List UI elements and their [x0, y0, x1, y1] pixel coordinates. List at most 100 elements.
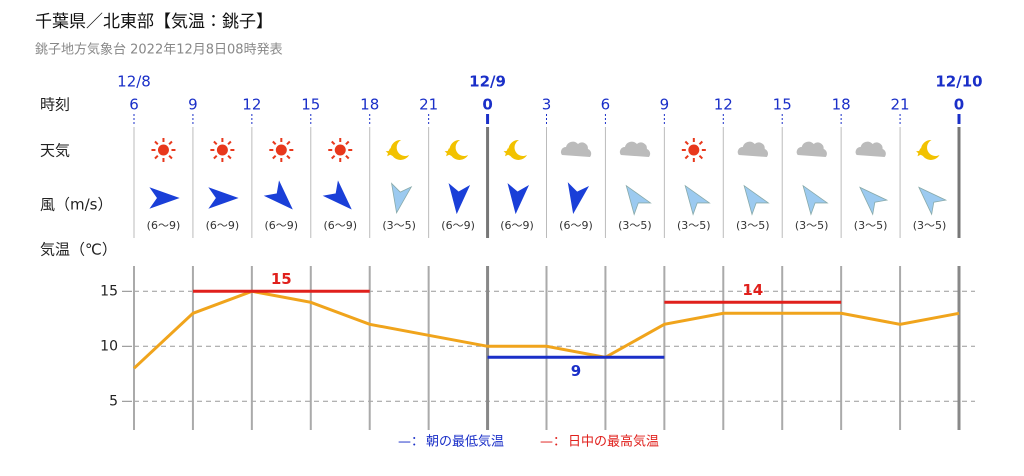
x-tick-label: 6 [129, 96, 139, 114]
cloud [560, 141, 592, 157]
wind-label: (6～9) [559, 219, 593, 232]
x-tick-label: 12 [714, 96, 733, 114]
y-tick-label: 15 [100, 283, 118, 299]
wind-arrow [802, 184, 829, 216]
sun-ray [213, 154, 218, 160]
chart-subtitle: 銚子地方気象台 2022年12月8日08時発表 [35, 42, 283, 58]
row-label: 気温（℃） [40, 241, 117, 259]
sun [216, 144, 228, 156]
weather-icon [796, 141, 827, 157]
sun-ray [154, 154, 159, 160]
wind-label: (3～5) [736, 219, 770, 232]
sun-ray [168, 140, 173, 146]
x-tick-label: 6 [601, 96, 611, 114]
wind-label: (6～9) [206, 219, 240, 232]
sun [688, 144, 700, 156]
weather-icon [210, 138, 235, 162]
sun-ray [227, 140, 232, 146]
legend-label: 日中の最高気温 [568, 434, 659, 450]
wind-label: (6～9) [500, 219, 534, 232]
weather-icon [855, 141, 886, 157]
wind-arrow [507, 183, 530, 215]
wind-label: (6～9) [323, 219, 357, 232]
y-tick-label: 10 [100, 338, 118, 354]
sun-ray [272, 140, 277, 146]
sun-ray [286, 140, 291, 146]
weather-icon [737, 141, 769, 157]
weather-icon [681, 138, 706, 162]
date-label: 12/10 [935, 73, 982, 91]
weather-icon [619, 141, 651, 157]
sun-ray [345, 140, 350, 146]
wind-label: (6～9) [265, 219, 299, 232]
x-tick-label: 18 [360, 96, 379, 114]
x-tick-label: 9 [660, 96, 670, 114]
wind-arrow [208, 187, 239, 209]
wind-arrow [918, 186, 948, 216]
sun-ray [154, 140, 159, 146]
sun [275, 144, 287, 156]
legend-marker: —： [398, 435, 424, 450]
wind-label: (3～5) [854, 219, 888, 232]
x-tick-label: 15 [301, 96, 320, 114]
x-tick-label: 0 [482, 96, 492, 114]
wind-label: (6～9) [441, 219, 475, 232]
wind-arrow [448, 183, 471, 215]
x-tick-label: 3 [542, 96, 552, 114]
sun-ray [698, 140, 704, 146]
moon [920, 139, 940, 160]
moon [390, 139, 410, 160]
x-tick-label: 18 [832, 96, 851, 114]
y-tick-label: 5 [109, 393, 118, 409]
sun-ray [272, 154, 277, 160]
cloud [855, 141, 886, 157]
wind-arrow [149, 187, 180, 209]
wind-label: (3～5) [913, 219, 947, 232]
weather-icon [560, 141, 592, 157]
weather-icon [385, 139, 410, 160]
legend-label: 朝の最低気温 [426, 434, 504, 450]
wind-arrow [625, 184, 652, 216]
sun-ray [227, 154, 232, 160]
wind-arrow [743, 184, 770, 216]
value-label: 15 [271, 270, 292, 288]
date-label: 12/8 [117, 73, 151, 91]
wind-arrow [567, 182, 590, 214]
x-tick-label: 9 [188, 96, 198, 114]
sun-ray [684, 140, 689, 146]
moon [449, 139, 469, 160]
wind-label: (3～5) [382, 219, 416, 232]
wind-label: (6～9) [147, 219, 181, 232]
star [444, 148, 454, 157]
row-label: 風（m/s） [40, 196, 112, 214]
wind-label: (3～5) [677, 219, 711, 232]
sun-ray [684, 154, 689, 160]
cloud [737, 141, 769, 157]
wind-arrow [390, 182, 413, 214]
star [385, 148, 395, 157]
date-label: 12/9 [469, 73, 506, 91]
row-label: 天気 [40, 142, 70, 160]
weather-icon [328, 138, 353, 162]
star [916, 148, 926, 157]
x-tick-label: 12 [242, 96, 261, 114]
wind-label: (3～5) [795, 219, 829, 232]
sun-ray [213, 140, 218, 146]
row-label: 時刻 [40, 96, 70, 114]
wind-arrow [859, 186, 889, 216]
cloud [619, 141, 651, 157]
wind-arrow [322, 180, 352, 210]
sun [334, 144, 346, 156]
sun-ray [345, 154, 350, 160]
x-tick-label: 21 [891, 96, 910, 114]
cloud [796, 141, 827, 157]
x-tick-label: 21 [419, 96, 438, 114]
moon [508, 139, 528, 160]
sun-ray [331, 154, 336, 160]
series-line [132, 289, 960, 370]
legend-marker: —： [540, 435, 566, 450]
sun-ray [698, 154, 704, 160]
weather-icon [269, 138, 294, 162]
